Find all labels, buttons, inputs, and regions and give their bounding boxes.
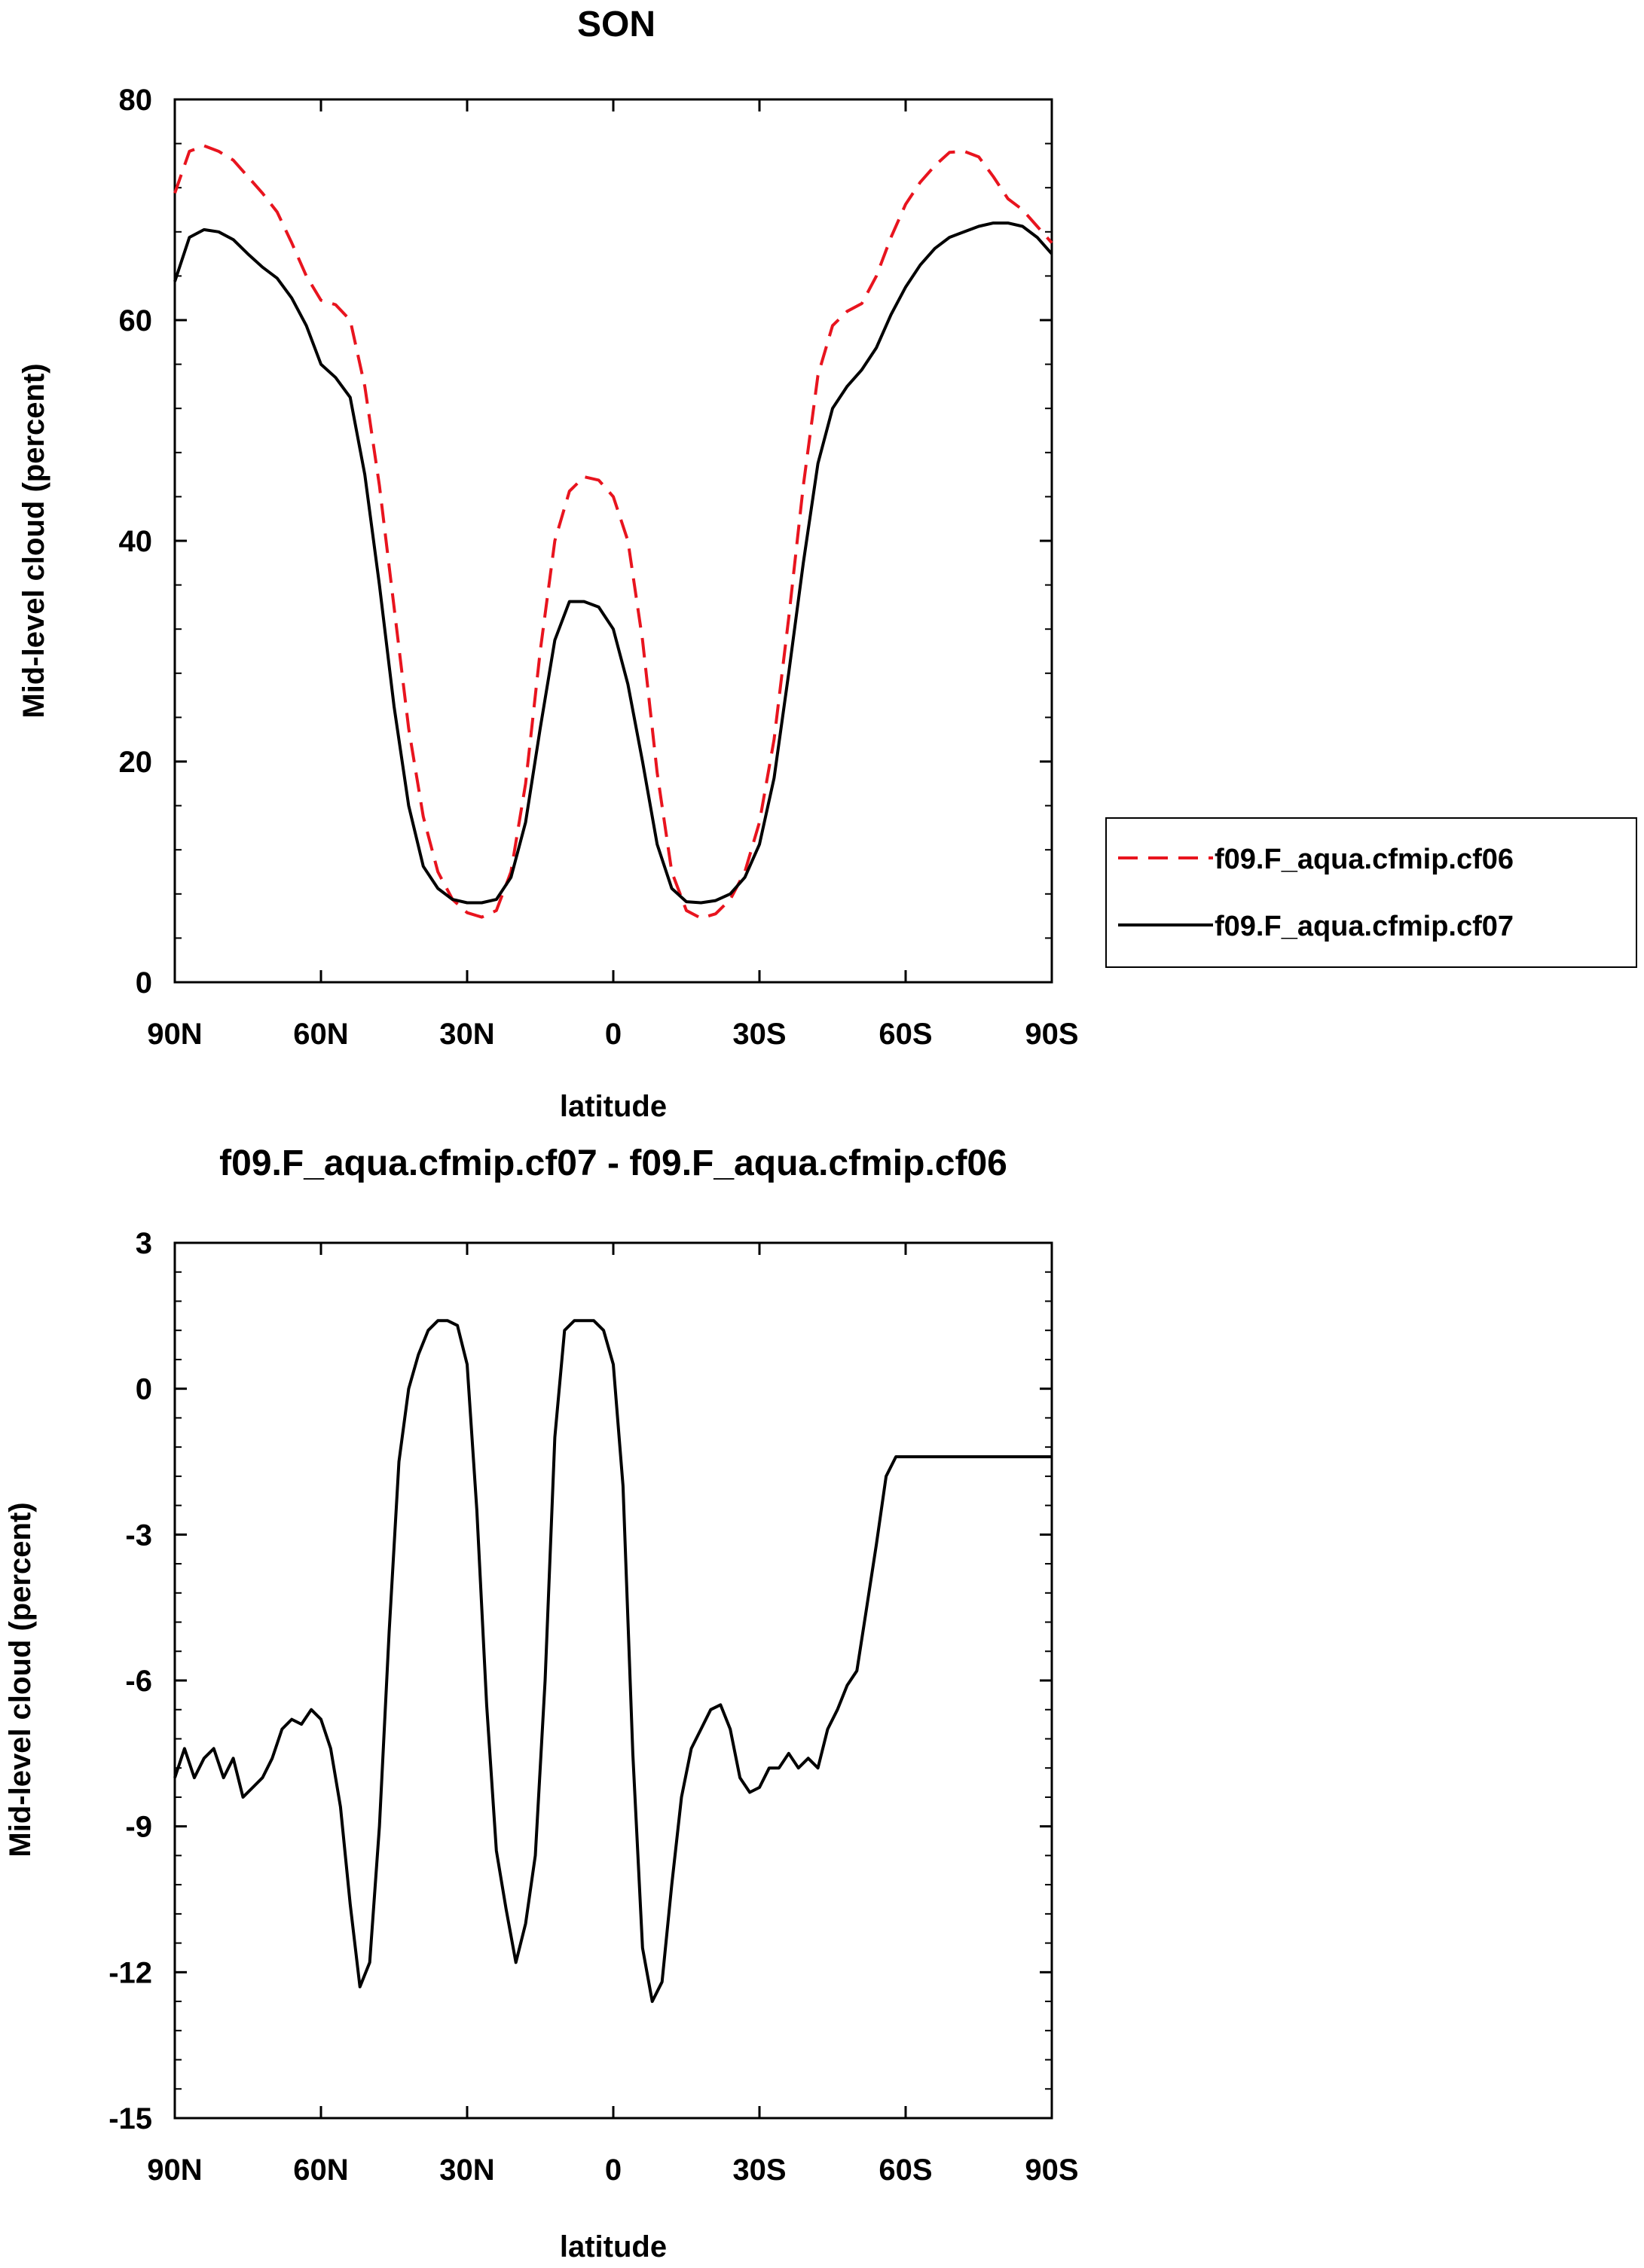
top-x-tick-labels: 90N 60N 30N 0 30S 60S 90S: [147, 1018, 1078, 1051]
bottom-y-tick-labels: 3 0 -3 -6 -9 -12 -15: [108, 1227, 152, 2135]
bottom-xtick-label: 60S: [879, 2154, 932, 2187]
bottom-series-line-0: [173, 1319, 1052, 2004]
bottom-ytick-label: -3: [125, 1519, 152, 1552]
legend-label-cf07: f09.F_aqua.cfmip.cf07: [1215, 911, 1514, 942]
top-xtick-label: 60N: [293, 1018, 348, 1051]
top-ytick-label: 80: [119, 84, 153, 117]
top-xtick-label: 30N: [439, 1018, 494, 1051]
bottom-ytick-label: -9: [125, 1811, 152, 1844]
bottom-xtick-label: 90N: [147, 2154, 202, 2187]
top-xtick-label: 90N: [147, 1018, 202, 1051]
bottom-tick-marks: [173, 1241, 1053, 2120]
bottom-xtick-label: 90S: [1025, 2154, 1078, 2187]
bottom-panel: f09.F_aqua.cfmip.cf07 - f09.F_aqua.cfmip…: [4, 1143, 1079, 2263]
top-chart-title: SON: [577, 5, 655, 44]
top-y-tick-labels: 0 20 40 60 80: [119, 84, 153, 1000]
bottom-x-tick-labels: 90N 60N 30N 0 30S 60S 90S: [147, 2154, 1078, 2187]
bottom-xtick-label: 30S: [732, 2154, 786, 2187]
legend-label-cf06: f09.F_aqua.cfmip.cf06: [1215, 844, 1514, 875]
top-series-line-1: [173, 221, 1053, 905]
bottom-ytick-label: 3: [136, 1227, 152, 1260]
bottom-xtick-label: 0: [605, 2154, 622, 2187]
bottom-xtick-label: 30N: [439, 2154, 494, 2187]
top-series-line-0: [173, 144, 1053, 920]
top-ytick-label: 0: [136, 966, 152, 1000]
top-tick-marks: [173, 98, 1053, 984]
top-plot-frame: [173, 98, 1053, 984]
bottom-xtick-label: 60N: [293, 2154, 348, 2187]
top-ytick-label: 20: [119, 746, 153, 779]
legend: f09.F_aqua.cfmip.cf06 f09.F_aqua.cfmip.c…: [1105, 817, 1637, 968]
bottom-ytick-label: 0: [136, 1373, 152, 1406]
top-ytick-label: 60: [119, 304, 153, 337]
top-xtick-label: 90S: [1025, 1018, 1078, 1051]
bottom-ytick-label: -6: [125, 1665, 152, 1698]
top-xtick-label: 30S: [732, 1018, 786, 1051]
bottom-series-lines: [173, 1319, 1052, 2004]
top-xtick-label: 60S: [879, 1018, 932, 1051]
top-ytick-label: 40: [119, 525, 153, 558]
bottom-ytick-label: -12: [108, 1956, 152, 1989]
top-y-axis-label: Mid-level cloud (percent): [17, 363, 50, 718]
top-series-lines: [173, 144, 1053, 920]
top-panel: SON 0 20 40 60 80 90N 60N 30N 0 30S 60S 90S latitu…: [17, 5, 1637, 1123]
legend-box: [1105, 817, 1637, 968]
bottom-chart-title: f09.F_aqua.cfmip.cf07 - f09.F_aqua.cfmip…: [219, 1143, 1007, 1183]
top-x-axis-label: latitude: [560, 1090, 667, 1123]
top-xtick-label: 0: [605, 1018, 622, 1051]
bottom-y-axis-label: Mid-level cloud (percent): [4, 1502, 37, 1857]
bottom-ytick-label: -15: [108, 2102, 152, 2135]
bottom-x-axis-label: latitude: [560, 2230, 667, 2263]
